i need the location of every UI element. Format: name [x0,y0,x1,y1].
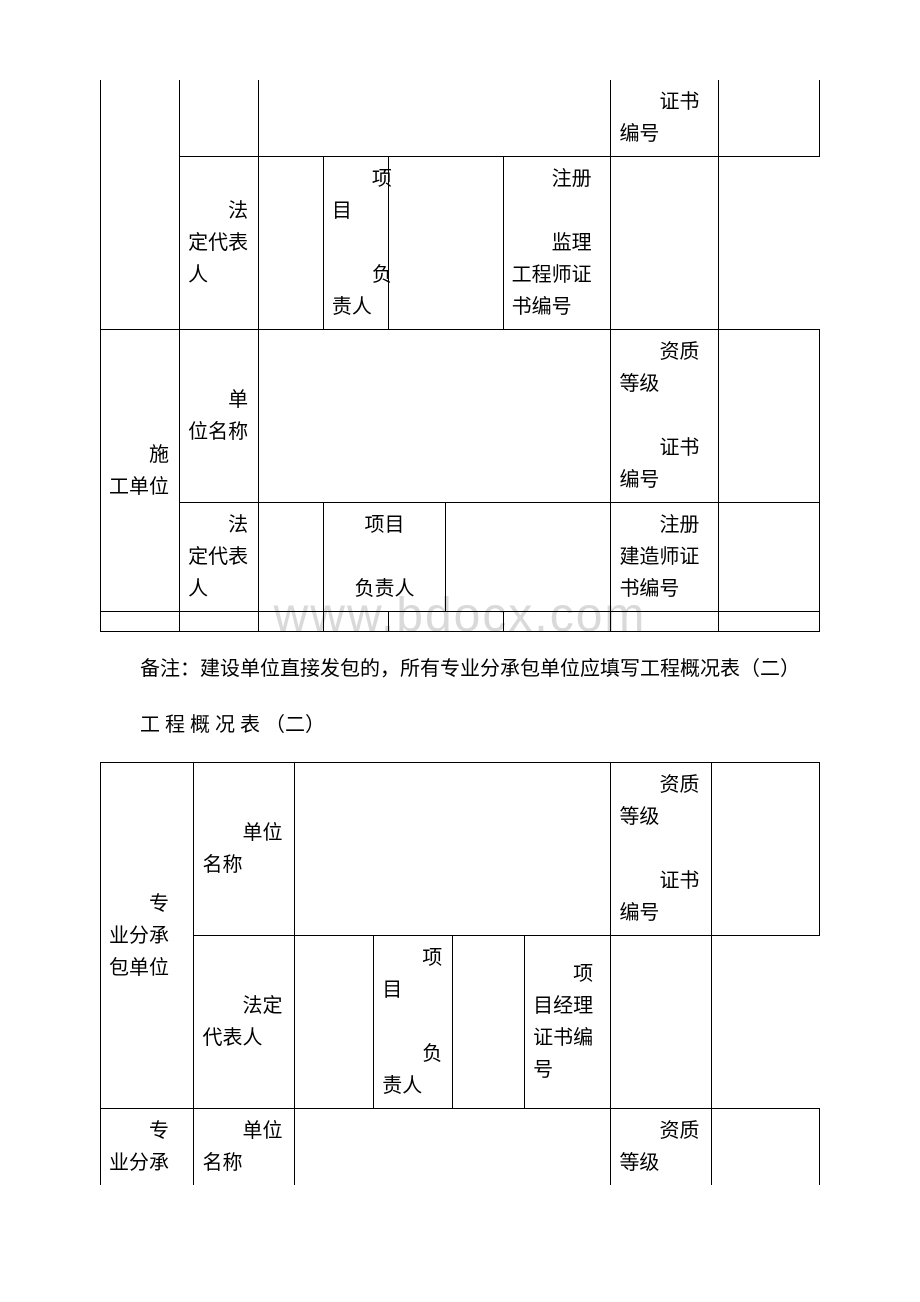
cell-blank [446,503,611,612]
cell-blank [259,503,324,612]
cell-blank [611,157,719,330]
table-row [101,612,820,632]
cell-label: 资质等级 [611,1109,712,1186]
cell-label: 项目负责人 [323,157,388,330]
cell-blank [503,612,611,632]
cell-blank [611,936,712,1109]
cell-blank [719,80,820,157]
cell-blank [719,330,820,503]
cell-label: 专业分承 [101,1109,194,1186]
table-overview-1: 证书编号 法定代表人 项目负责人 注册监理工程师证书编号 施工单位 单位名称 资… [100,80,820,632]
cell-blank [388,612,503,632]
table-row: 施工单位 单位名称 资质等级证书编号 [101,330,820,503]
cell-label: 法定代表人 [194,936,295,1109]
cell-blank [295,763,611,936]
cell-blank [712,1109,820,1186]
cell-label: 单位名称 [180,330,259,503]
cell-blank [180,612,259,632]
cell-label: 项目负责人 [323,503,445,612]
cell-blank [259,80,611,157]
table-row: 专业分承包单位 单位名称 资质等级证书编号 [101,763,820,936]
cell-blank [453,936,525,1109]
cell-blank [259,612,324,632]
table-row: 法定代表人 项目负责人 项目经理证书编号 [101,936,820,1109]
cell-label: 专业分承包单位 [101,763,194,1109]
table-row: 证书编号 [101,80,820,157]
cell-label: 法定代表人 [180,503,259,612]
cell-label: 资质等级证书编号 [611,763,712,936]
cell-blank [719,612,820,632]
cell-blank [295,936,374,1109]
page-content: 证书编号 法定代表人 项目负责人 注册监理工程师证书编号 施工单位 单位名称 资… [100,80,820,1185]
cell-blank [259,157,324,330]
cell-blank [323,612,388,632]
section-title: 工 程 概 况 表 （二） [100,706,820,744]
cell-blank [180,80,259,157]
cell-blank [388,157,503,330]
table-row: 法定代表人 项目负责人 注册建造师证书编号 [101,503,820,612]
table-overview-2: 专业分承包单位 单位名称 资质等级证书编号 法定代表人 项目负责人 项目经理证书… [100,762,820,1185]
note-text: 备注：建设单位直接发包的，所有专业分承包单位应填写工程概况表（二） [100,650,820,688]
cell-label: 项目负责人 [374,936,453,1109]
cell-label: 单位名称 [194,763,295,936]
cell-label: 注册建造师证书编号 [611,503,719,612]
cell-label: 资质等级证书编号 [611,330,719,503]
cell-blank [101,612,180,632]
table-row: 法定代表人 项目负责人 注册监理工程师证书编号 [101,157,820,330]
cell-blank [719,503,820,612]
cell-label: 注册监理工程师证书编号 [503,157,611,330]
table-row: 专业分承 单位名称 资质等级 [101,1109,820,1186]
cell-label: 项目经理证书编号 [525,936,611,1109]
cell-blank [259,330,611,503]
cell-label: 证书编号 [611,80,719,157]
cell-label: 单位名称 [194,1109,295,1186]
cell-blank [295,1109,611,1186]
cell-label: 施工单位 [101,330,180,612]
cell-label: 法定代表人 [180,157,259,330]
cell-blank [712,763,820,936]
cell-blank [611,612,719,632]
cell-blank [101,80,180,330]
